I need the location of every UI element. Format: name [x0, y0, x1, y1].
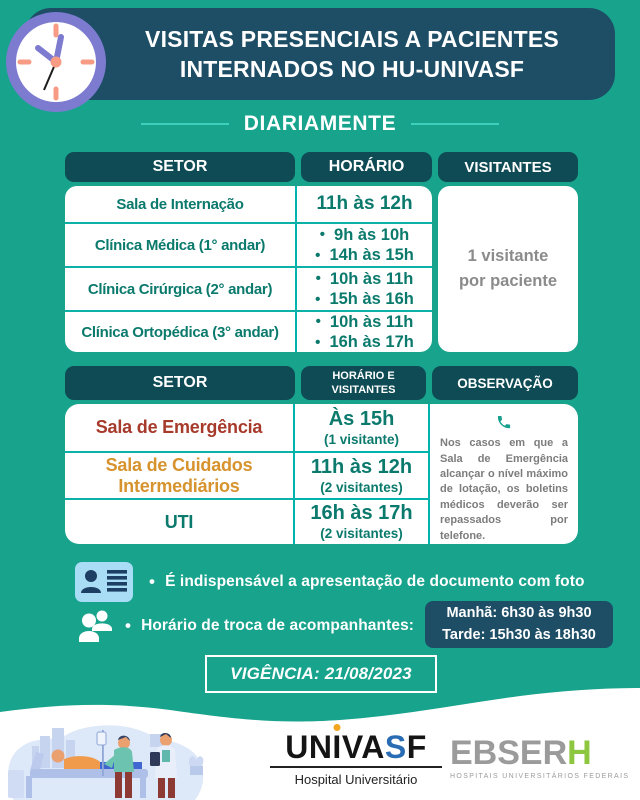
- companions-schedule-badge: Manhã: 6h30 às 9h30 Tarde: 15h30 às 18h3…: [425, 601, 613, 648]
- page-title-line2: INTERNADOS NO HU-UNIVASF: [179, 56, 525, 82]
- table1-header-horario: HORÁRIO: [301, 152, 432, 182]
- univasf-subtitle: Hospital Universitário: [294, 772, 418, 787]
- horario-value: • 14h às 15h: [315, 246, 414, 264]
- header-banner: VISITAS PRESENCIAIS A PACIENTES INTERNAD…: [25, 8, 615, 100]
- companions-note: • Horário de troca de acompanhantes:: [78, 608, 414, 643]
- horario-cell: Às 15h (1 visitante): [295, 404, 430, 451]
- horario-cell: 11h às 12h (2 visitantes): [295, 451, 430, 498]
- divider-line-left: [140, 123, 229, 125]
- setor-cell: Sala de Cuidados Intermediários: [65, 451, 295, 498]
- bullet: •: [315, 270, 321, 288]
- divider-line-right: [411, 123, 500, 125]
- visitantes-value: (2 visitantes): [320, 479, 403, 495]
- univasf-logo-text: UN IVASF: [270, 724, 442, 763]
- horario-value: • 16h às 17h: [315, 333, 414, 351]
- univasf-rule: [270, 766, 442, 768]
- phone-icon: [497, 416, 511, 429]
- table2-header-setor: SETOR: [65, 366, 295, 400]
- table-row: Clínica Ortopédica (3° andar) • 10h às 11…: [65, 310, 432, 352]
- horario-value: 16h às 17h: [310, 502, 413, 524]
- setor-cell: Clínica Cirúrgica (2° andar): [87, 280, 273, 298]
- section-divider: DIARIAMENTE: [0, 112, 640, 136]
- bullet: •: [125, 615, 132, 635]
- horario-cell: • 9h às 10h • 14h às 15h: [295, 224, 432, 266]
- observacao-text: Nos casos em que a Sala de Emergência al…: [440, 437, 568, 542]
- setor-cell: Clínica Médica (1° andar): [94, 236, 266, 254]
- setor-cell: Sala de Internação: [116, 195, 244, 213]
- table2-body: Sala de Emergência Às 15h (1 visitante) …: [65, 404, 578, 544]
- table1-header-setor: SETOR: [65, 152, 295, 182]
- horario-cell: 11h às 12h: [295, 186, 432, 222]
- bullet: •: [319, 226, 326, 244]
- table1-visitantes-note: 1 visitante por paciente: [438, 186, 578, 352]
- id-card-icon: [75, 562, 133, 602]
- horario-value: • 15h às 16h: [315, 290, 414, 308]
- bullet: •: [315, 313, 321, 331]
- bullet: •: [315, 333, 321, 351]
- visitantes-value: (1 visitante): [323, 431, 400, 447]
- visitantes-value: (2 visitantes): [320, 526, 403, 541]
- clock-icon: [4, 10, 108, 114]
- horario-value: 11h às 12h: [310, 455, 413, 478]
- document-note: • É indispensável a apresentação de docu…: [75, 562, 585, 602]
- table1-header-visitantes: VISITANTES: [438, 152, 578, 182]
- univasf-i-dot: [333, 724, 341, 731]
- table2-header-observacao: OBSERVAÇÃO: [432, 366, 578, 400]
- bullet: •: [315, 246, 321, 264]
- setor-cell: Clínica Ortopédica (3° andar): [81, 323, 279, 341]
- horario-value: • 10h às 11h: [315, 312, 414, 331]
- bullet: •: [315, 290, 321, 308]
- visitantes-note-line1: 1 visitante: [467, 247, 549, 265]
- ebserh-logo-text: EBSERH: [450, 734, 592, 772]
- horario-cell: 16h às 17h (2 visitantes): [295, 498, 430, 544]
- observacao-cell: Nos casos em que a Sala de Emergência al…: [430, 404, 578, 544]
- note-text: • Horário de troca de acompanhantes:: [125, 615, 415, 635]
- univasf-logo: UN IVASF Hospital Universitário: [270, 724, 442, 787]
- horario-value: • 9h às 10h: [319, 225, 410, 244]
- page-title-line1: VISITAS PRESENCIAIS A PACIENTES: [145, 25, 559, 52]
- badge-afternoon: Tarde: 15h30 às 18h30: [442, 626, 596, 643]
- table-row: Sala de Internação 11h às 12h: [65, 186, 432, 222]
- section-title: DIARIAMENTE: [243, 112, 397, 135]
- horario-cell: • 10h às 11h • 15h às 16h: [295, 268, 432, 310]
- ebserh-subtitle: HOSPITAIS UNIVERSITÁRIOS FEDERAIS: [450, 773, 630, 780]
- table2-header-horario-visitantes: HORÁRIO E VISITANTES: [301, 366, 426, 400]
- visitantes-note-line2: por paciente: [458, 272, 558, 290]
- setor-cell: UTI: [65, 498, 295, 544]
- horario-cell: • 10h às 11h • 16h às 17h: [295, 312, 432, 352]
- horario-value: • 10h às 11h: [315, 269, 414, 288]
- setor-cell: Sala de Emergência: [65, 404, 295, 451]
- table-row: Clínica Cirúrgica (2° andar) • 10h às 11h…: [65, 266, 432, 310]
- horario-value: 11h às 12h: [316, 193, 413, 214]
- ebserh-logo: EBSERH HOSPITAIS UNIVERSITÁRIOS FEDERAIS: [450, 736, 630, 780]
- note-text: • É indispensável a apresentação de docu…: [149, 572, 585, 591]
- table1-body: Sala de Internação 11h às 12h Clínica Mé…: [65, 186, 432, 352]
- bullet: •: [149, 572, 156, 591]
- people-icon: [79, 610, 112, 642]
- badge-morning: Manhã: 6h30 às 9h30: [446, 605, 592, 622]
- table-row: Clínica Médica (1° andar) • 9h às 10h • 14…: [65, 222, 432, 266]
- horario-value: Às 15h: [328, 407, 395, 430]
- hospital-illustration: [8, 725, 204, 800]
- vigencia-box: VIGÊNCIA: 21/08/2023: [205, 655, 437, 693]
